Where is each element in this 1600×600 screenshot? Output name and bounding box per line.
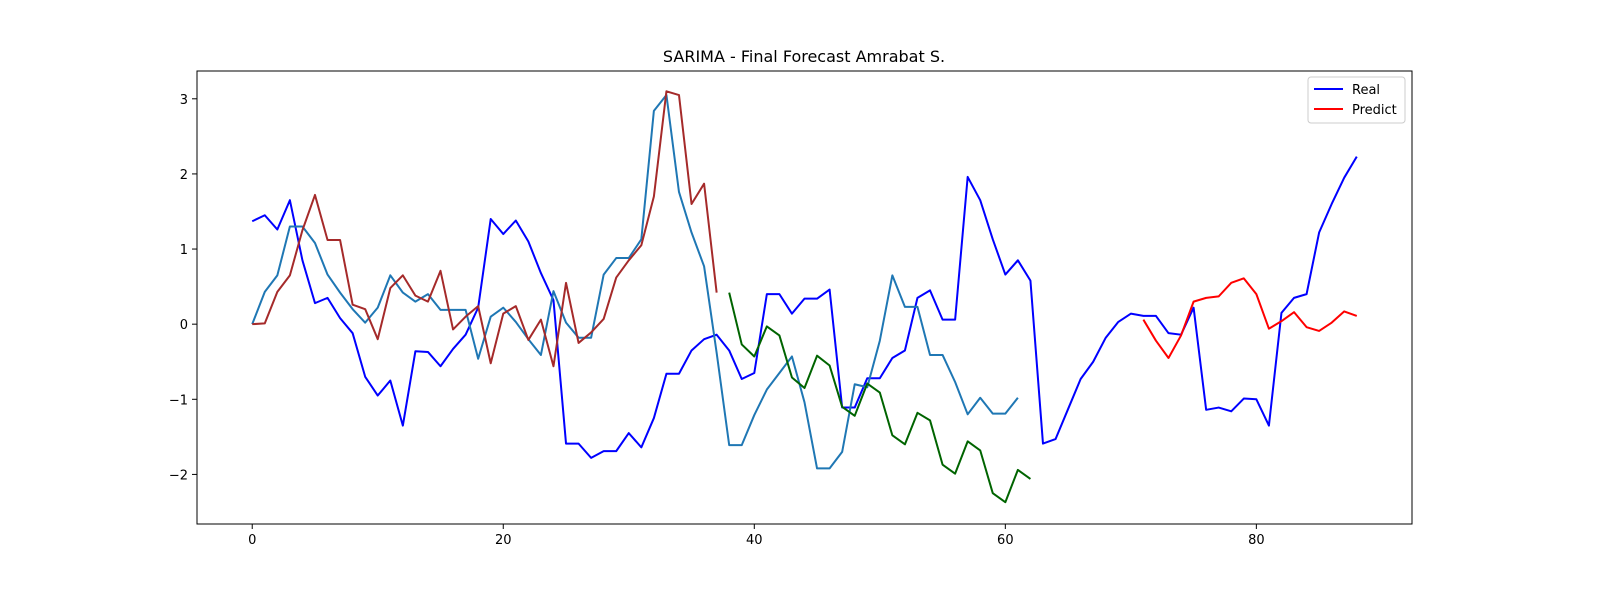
- y-tick-label: −1: [169, 393, 188, 408]
- series-line-real: [251, 156, 1358, 459]
- legend-label-real: Real: [1352, 83, 1380, 98]
- legend-label-predict: Predict: [1352, 103, 1397, 118]
- plot-area-frame: [196, 70, 1413, 525]
- x-tick-label: 20: [495, 533, 512, 548]
- y-tick-label: 3: [180, 93, 188, 108]
- x-tick-label: 40: [746, 533, 763, 548]
- x-tick-label: 80: [1248, 533, 1265, 548]
- chart-title: SARIMA - Final Forecast Amrabat S.: [663, 47, 945, 66]
- legend: Real Predict: [1307, 76, 1406, 124]
- x-tick-label: 60: [997, 533, 1014, 548]
- y-tick-label: −2: [169, 468, 188, 483]
- y-tick-label: 2: [180, 168, 188, 183]
- ticks-layer: 0 20 40 60 80 −2 −1 0 1 2 3: [169, 93, 1265, 548]
- series-line-unlabeled-3: [252, 90, 718, 368]
- series-line-predict: [1142, 277, 1358, 359]
- y-tick-label: 0: [180, 318, 188, 333]
- x-tick-label: 0: [248, 533, 256, 548]
- series-layer: [251, 90, 1358, 504]
- series-line-unlabeled-4: [728, 292, 1032, 504]
- series-line-unlabeled-2: [251, 94, 1019, 470]
- y-tick-label: 1: [180, 243, 188, 258]
